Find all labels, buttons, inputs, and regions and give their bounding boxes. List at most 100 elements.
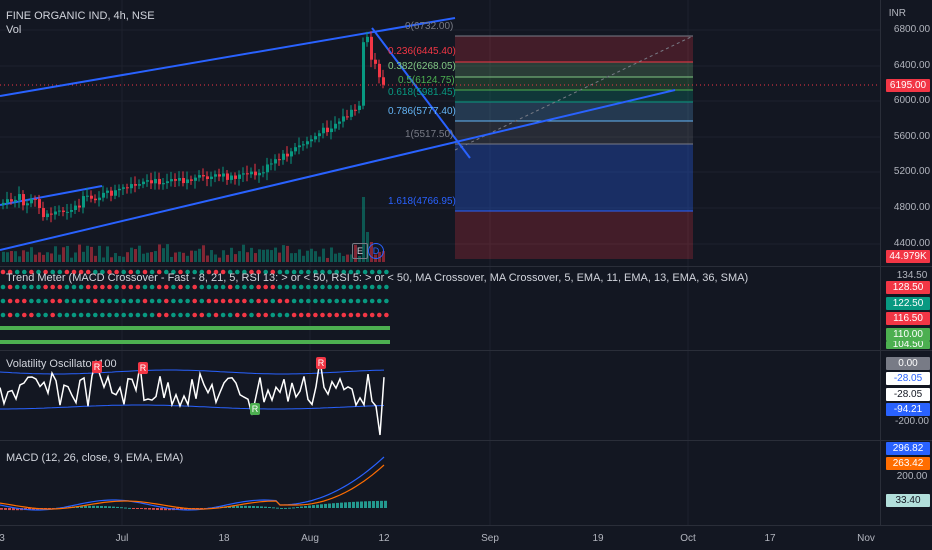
macd-title[interactable]: MACD (12, 26, close, 9, EMA, EMA) bbox=[6, 452, 184, 464]
candle-body bbox=[98, 197, 101, 201]
trend-dot bbox=[249, 298, 254, 304]
candle-body bbox=[238, 174, 241, 179]
macd-hist-bar bbox=[352, 501, 355, 508]
candle-body bbox=[198, 175, 201, 178]
volatility-title[interactable]: Volatility Oscillator 100 bbox=[6, 358, 117, 370]
trend-dot bbox=[213, 298, 219, 304]
candle-body bbox=[2, 202, 5, 205]
trend-dot bbox=[298, 312, 304, 318]
candle-body bbox=[306, 141, 309, 145]
macd-hist-bar bbox=[372, 501, 375, 508]
volume-bar bbox=[118, 256, 121, 262]
trend-dot bbox=[291, 312, 297, 318]
trend-dot bbox=[298, 269, 304, 275]
trend-dot bbox=[50, 269, 55, 275]
macd-hist-bar bbox=[292, 507, 295, 509]
trend-meter-title[interactable]: Trend Meter (MACD Crossover - Fast - 8, … bbox=[6, 272, 749, 284]
candle-body bbox=[334, 123, 337, 129]
volume-bar bbox=[46, 252, 49, 262]
trend-dot bbox=[135, 298, 141, 304]
macd-hist-bar bbox=[0, 508, 3, 510]
trend-dot bbox=[135, 312, 141, 318]
volatility-r-marker: R bbox=[138, 362, 148, 374]
trend-dot bbox=[355, 269, 361, 275]
trend-dot bbox=[14, 312, 20, 318]
trend-dot bbox=[334, 269, 340, 275]
volume-bar bbox=[114, 253, 117, 262]
macd-hist-bar bbox=[164, 508, 167, 511]
trend-dot bbox=[0, 269, 6, 275]
trend-dot bbox=[142, 312, 148, 318]
currency-label[interactable]: INR bbox=[888, 8, 906, 19]
trend-dot bbox=[235, 298, 240, 304]
trend-dot bbox=[192, 284, 197, 290]
volume-bar bbox=[178, 251, 181, 262]
candle-body bbox=[58, 210, 61, 212]
trend-dot bbox=[128, 298, 134, 304]
trend-dot bbox=[171, 284, 176, 290]
candle-body bbox=[222, 173, 225, 177]
macd-hist-bar bbox=[124, 507, 127, 509]
trend-dot bbox=[270, 298, 276, 304]
macd-hist-bar bbox=[288, 507, 291, 509]
trend-dot bbox=[128, 269, 134, 275]
macd-hist-bar bbox=[80, 506, 83, 508]
trend-dot bbox=[341, 284, 347, 290]
macd-hist-bar bbox=[148, 508, 151, 510]
trend-dot bbox=[64, 298, 70, 304]
fib-retracement bbox=[454, 35, 694, 259]
symbol-title[interactable]: FINE ORGANIC IND, 4h, NSE bbox=[6, 10, 155, 22]
candle-body bbox=[202, 175, 205, 177]
trend-dot bbox=[178, 298, 183, 304]
candle-body bbox=[374, 59, 377, 64]
earnings-event-icon[interactable]: E bbox=[352, 243, 368, 259]
trend-dot bbox=[78, 298, 84, 304]
time-label: Jul bbox=[115, 533, 129, 544]
trend-dot bbox=[121, 312, 126, 318]
trend-dot bbox=[306, 284, 311, 290]
trend-bar bbox=[0, 326, 390, 330]
volume-bar bbox=[322, 248, 325, 262]
volatility-r-marker: R bbox=[92, 361, 102, 373]
trend-dot bbox=[320, 312, 325, 318]
volume-bar bbox=[198, 248, 201, 262]
pane-divider[interactable] bbox=[0, 350, 932, 351]
trend-dot bbox=[348, 298, 354, 304]
trend-dot bbox=[327, 298, 332, 304]
pane-divider[interactable] bbox=[0, 266, 932, 267]
candle-body bbox=[230, 175, 233, 180]
dividend-event-icon[interactable]: D bbox=[368, 243, 384, 259]
candle-body bbox=[26, 203, 29, 206]
volume-bar bbox=[350, 254, 353, 262]
volume-bar bbox=[234, 254, 237, 262]
trend-dot bbox=[334, 284, 340, 290]
trend-dot bbox=[100, 298, 105, 304]
volume-bar bbox=[82, 251, 85, 262]
trend-dot bbox=[384, 284, 389, 290]
candle-body bbox=[274, 159, 277, 164]
candle-body bbox=[106, 190, 109, 193]
trend-dot bbox=[29, 284, 34, 290]
volume-bar bbox=[194, 250, 197, 262]
candle-body bbox=[346, 116, 349, 118]
macd-hist-bar bbox=[144, 508, 147, 510]
trend-dot bbox=[78, 312, 84, 318]
trend-dot bbox=[277, 284, 283, 290]
trend-dot bbox=[121, 284, 126, 290]
macd-hist-bar bbox=[380, 500, 383, 508]
candle-body bbox=[170, 179, 173, 182]
trend-dot bbox=[306, 298, 311, 304]
trend-dot bbox=[291, 284, 297, 290]
pane-divider[interactable] bbox=[0, 440, 932, 441]
trend-dot bbox=[185, 312, 190, 318]
trend-dot bbox=[93, 312, 98, 318]
trend-dot bbox=[384, 269, 389, 275]
time-label: Oct bbox=[680, 533, 696, 544]
macd-hist-bar bbox=[348, 502, 351, 508]
trend-dot bbox=[298, 298, 304, 304]
trend-dot bbox=[135, 284, 141, 290]
price-candles bbox=[2, 31, 385, 223]
volume-bar bbox=[330, 247, 333, 262]
candle-body bbox=[14, 199, 17, 202]
